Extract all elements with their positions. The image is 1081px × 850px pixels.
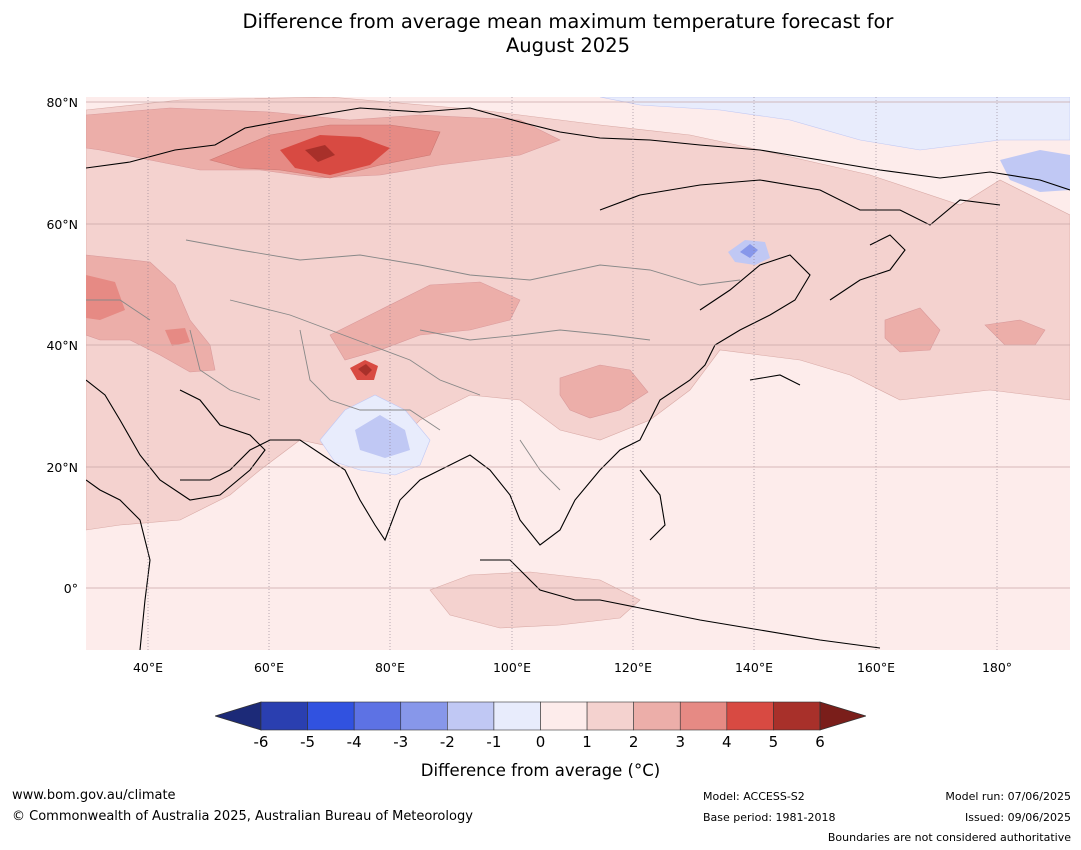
anomaly-band-neg2-india xyxy=(355,415,410,458)
lat-label-80n: 80°N xyxy=(46,95,78,110)
lon-label-60e: 60°E xyxy=(253,660,285,675)
colorbar-swatch xyxy=(260,701,308,731)
graticule xyxy=(147,97,998,650)
lon-label-180: 180° xyxy=(981,660,1013,675)
footer-copyright: © Commonwealth of Australia 2025, Austra… xyxy=(12,809,473,824)
colorbar-tick-label: -6 xyxy=(253,733,269,751)
lon-label-160e: 160°E xyxy=(856,660,895,675)
coastlines xyxy=(86,107,1070,650)
title-line-1: Difference from average mean maximum tem… xyxy=(242,10,894,33)
latitude-lines xyxy=(86,101,1070,589)
map-title: Difference from average mean maximum tem… xyxy=(0,10,1081,58)
lon-label-80e: 80°E xyxy=(374,660,406,675)
colorbar-swatch xyxy=(586,701,634,731)
anomaly-band-neg-near-pole xyxy=(599,97,1070,151)
colorbar-tick-label: 3 xyxy=(675,733,686,751)
colorbar-swatch xyxy=(633,701,681,731)
lon-label-140e: 140°E xyxy=(734,660,773,675)
anomaly-band-5-6-arctic xyxy=(305,145,335,162)
title-line-2: August 2025 xyxy=(505,34,631,57)
colorbar-swatch xyxy=(540,701,588,731)
footer-url: www.bom.gov.au/climate xyxy=(12,788,176,803)
lat-label-60n: 60°N xyxy=(46,217,78,232)
footer-disclaimer: Boundaries are not considered authoritat… xyxy=(827,831,1071,844)
colorbar-swatch xyxy=(679,701,728,731)
colorbar-tick-label: 5 xyxy=(768,733,779,751)
lon-label-40e: 40°E xyxy=(132,660,164,675)
colorbar-tick-label: -2 xyxy=(439,733,455,751)
colorbar xyxy=(215,701,866,731)
anomaly-band-2-3-china xyxy=(559,364,649,419)
colorbar-tick-label: -4 xyxy=(346,733,362,751)
lon-label-120e: 120°E xyxy=(613,660,652,675)
colorbar-swatch xyxy=(353,701,402,731)
anomaly-band-3-4-europe xyxy=(86,275,125,320)
anomaly-band-2-3-pacific xyxy=(884,307,1046,353)
colorbar-tick-label: -5 xyxy=(300,733,316,751)
colorbar-tick-label: -3 xyxy=(393,733,409,751)
colorbar-swatch xyxy=(307,701,355,731)
footer-model-run: Model run: 07/06/2025 xyxy=(945,790,1071,803)
anomaly-band-1-2-equatorial xyxy=(429,571,641,629)
anomaly-band-1-2 xyxy=(86,97,1070,531)
colorbar-swatch xyxy=(773,701,821,731)
lat-label-40n: 40°N xyxy=(46,338,78,353)
footer-base-period: Base period: 1981-2018 xyxy=(703,811,836,824)
anomaly-band-neg-chukotka xyxy=(1000,150,1070,192)
colorbar-tick-label: 0 xyxy=(535,733,546,751)
colorbar-tick-label: 2 xyxy=(628,733,639,751)
colorbar-tick-label: -1 xyxy=(486,733,502,751)
footer-model: Model: ACCESS-S2 xyxy=(703,790,805,803)
colorbar-swatch xyxy=(447,701,495,731)
colorbar-swatch xyxy=(726,701,774,731)
anomaly-band-5-6-tibet xyxy=(358,364,372,376)
anomaly-band-3-4-caspian xyxy=(165,328,190,346)
lat-label-20n: 20°N xyxy=(46,460,78,475)
footer-issued: Issued: 09/06/2025 xyxy=(964,811,1071,824)
anomaly-map xyxy=(86,97,1070,650)
lat-label-0: 0° xyxy=(63,581,78,596)
colorbar-swatch xyxy=(400,701,448,731)
colorbar-swatch xyxy=(493,701,541,731)
colorbar-tick-label: 6 xyxy=(815,733,825,751)
colorbar-tick-label: 4 xyxy=(722,733,732,751)
colorbar-label: Difference from average (°C) xyxy=(420,761,661,780)
colorbar-extend-low xyxy=(215,701,262,731)
lon-label-100e: 100°E xyxy=(492,660,531,675)
anomaly-band-neg-okhotsk-core xyxy=(740,244,758,258)
anomaly-band-2-3-centralasia xyxy=(329,281,521,361)
colorbar-extend-high xyxy=(819,701,866,731)
colorbar-tick-label: 1 xyxy=(582,733,592,751)
